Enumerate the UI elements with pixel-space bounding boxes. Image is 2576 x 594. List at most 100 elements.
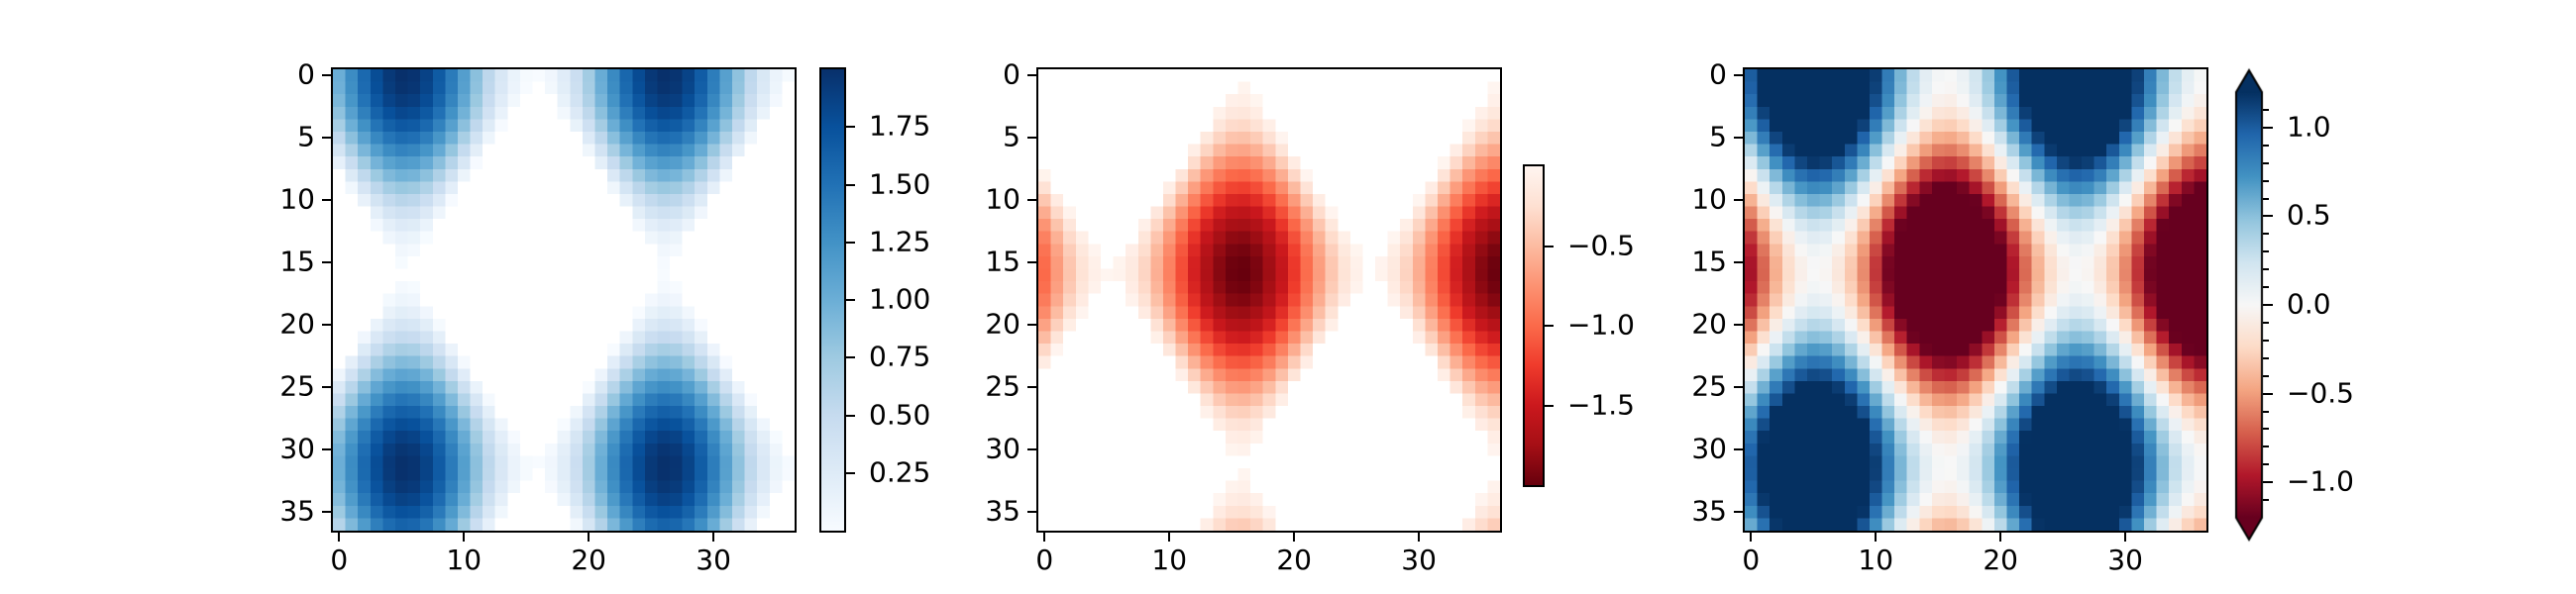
heatmap-image-panel-positive [333,69,795,531]
y-tick-label: 0 [297,57,315,91]
x-tick [1750,532,1753,542]
x-tick-label: 20 [1276,544,1313,576]
y-tick-label: 5 [1709,120,1727,153]
colorbar-tick-label: 1.25 [869,225,931,258]
colorbar-tick-label: 1.00 [869,282,931,316]
y-tick [1027,261,1037,264]
y-tick-label: 30 [985,432,1020,465]
x-tick [1043,532,1046,542]
y-tick-label: 0 [1709,57,1727,91]
colorbar-tick-label: −1.0 [1567,308,1635,342]
colorbar-minor-tick [2263,428,2269,431]
y-tick [322,324,332,327]
y-tick-label: 25 [279,369,315,403]
y-tick-label: 35 [985,494,1020,528]
y-tick-label: 15 [279,245,315,278]
y-tick-label: 15 [1691,245,1727,278]
colorbar-tick [845,414,855,417]
y-tick [322,137,332,140]
colorbar-minor-tick [2263,161,2269,164]
y-tick [1734,74,1744,77]
x-tick [338,532,341,542]
colorbar-tick-label: 1.0 [2287,110,2331,144]
colorbar-tick [845,299,855,301]
y-tick [1734,199,1744,202]
y-tick-label: 30 [279,432,315,465]
y-tick-label: 20 [985,307,1020,341]
colorbar-tick [1544,404,1554,407]
y-tick [322,511,332,514]
y-tick-label: 10 [985,182,1020,216]
colorbar-minor-tick [2263,108,2269,111]
x-tick-label: 30 [2107,544,2143,576]
colorbar-minor-tick [2263,499,2269,502]
y-tick [1027,386,1037,389]
colorbar-tick-label: 0.75 [869,340,931,373]
colorbar-tick [2263,215,2273,218]
colorbar-minor-tick [2263,286,2269,289]
colorbar-tick-label: −0.5 [1567,228,1635,261]
colorbar-tick [1544,245,1554,248]
colorbar-minor-tick [2263,339,2269,342]
y-tick [322,261,332,264]
colorbar-tick [2263,481,2273,484]
x-tick [1418,532,1421,542]
colorbar-tick [845,356,855,359]
y-tick [1734,386,1744,389]
x-tick [588,532,590,542]
colorbar-minor-tick [2263,356,2269,359]
colorbar-tick-label: 1.50 [869,166,931,200]
x-tick [1875,532,1878,542]
colorbar-minor-tick [2263,179,2269,182]
colorbar-minor-tick [2263,446,2269,448]
y-tick [1027,137,1037,140]
y-tick [1027,511,1037,514]
y-tick [1734,448,1744,451]
y-tick [322,199,332,202]
y-tick-label: 35 [1691,494,1727,528]
colorbar-tick [845,241,855,244]
colorbar-extended [2232,66,2266,544]
colorbar-tick-label: −1.5 [1567,387,1635,421]
colorbar-tick-label: 0.50 [869,397,931,431]
colorbar-minor-tick [2263,250,2269,253]
x-tick-label: 30 [1401,544,1437,576]
colorbar-minor-tick [2263,144,2269,147]
y-tick-label: 20 [1691,307,1727,341]
x-tick [1168,532,1171,542]
colorbar-tick [2263,304,2273,306]
colorbar-minor-tick [2263,268,2269,271]
colorbar-tick [2263,126,2273,129]
y-tick [1734,261,1744,264]
colorbar-minor-tick [2263,410,2269,413]
y-tick-label: 10 [1691,182,1727,216]
y-tick [1734,137,1744,140]
y-tick-label: 5 [297,120,315,153]
y-tick [1027,74,1037,77]
colorbar-tick-label: 1.75 [869,109,931,143]
x-tick-label: 30 [696,544,731,576]
heatmap-image-panel-clipped-diverging [1745,69,2206,531]
x-tick [1293,532,1296,542]
colorbar-tick-label: −1.0 [2287,464,2354,498]
colorbar-tick [1544,325,1554,327]
y-tick-label: 5 [1003,120,1020,153]
x-tick [2124,532,2127,542]
colorbar-tick-label: 0.25 [869,455,931,489]
y-tick-label: 20 [279,307,315,341]
y-tick [1734,511,1744,514]
x-tick [1999,532,2002,542]
heatmap-image-panel-negative [1038,69,1500,531]
x-tick-label: 10 [1858,544,1894,576]
colorbar-tick [845,471,855,474]
y-tick-label: 25 [1691,369,1727,403]
x-tick-label: 10 [1151,544,1188,576]
y-tick-label: 25 [985,369,1020,403]
y-tick [1027,324,1037,327]
colorbar-tick-label: −0.5 [2287,376,2354,410]
x-tick-label: 20 [1983,544,2019,576]
